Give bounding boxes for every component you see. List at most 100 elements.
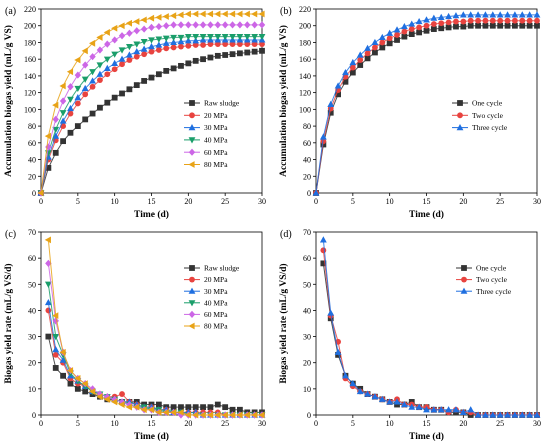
legend-marker [457,100,463,106]
data-point [118,47,126,54]
y-tick-label: 0 [32,411,36,420]
data-point [170,408,177,416]
data-point [104,99,111,106]
y-tick-label: 20 [28,359,36,368]
data-point [445,12,452,20]
y-tick-label: 120 [299,89,311,98]
y-tick-label: 200 [299,22,311,31]
series-line [47,310,262,416]
legend-marker [188,161,195,168]
legend: Raw sludge 20 MPa 30 MPa 40 MPa 60 MPa 80 MPa [184,264,240,331]
data-point [192,21,199,29]
data-point [236,10,243,18]
data-point [185,21,192,29]
data-point [214,52,221,59]
data-point [148,37,155,44]
series-line [47,263,262,416]
data-point [148,23,155,31]
data-point [482,17,489,24]
series-60-mpa [37,21,266,197]
data-point [372,49,378,56]
data-point [155,36,163,43]
data-point [237,406,243,413]
data-point [192,404,199,411]
data-point [258,34,266,41]
y-tick-label: 220 [24,5,36,14]
series-one-cycle [320,260,540,418]
data-point [482,11,489,18]
data-point [74,100,81,107]
data-point [379,44,386,51]
data-point [334,82,342,89]
data-point [119,61,125,68]
data-point [52,351,59,358]
data-point [460,23,467,30]
data-point [386,40,393,47]
data-point [155,71,162,78]
x-tick-label: 25 [496,419,504,428]
data-point [59,110,67,117]
data-point [111,94,118,101]
data-point [394,37,400,43]
legend-label: Two cycle [472,111,504,120]
x-axis-title: Time (d) [134,431,169,442]
data-point [192,411,199,419]
data-point [229,406,236,413]
data-point [386,29,394,36]
data-point [140,406,147,414]
data-point [133,403,140,411]
series-30-mpa [44,298,266,418]
data-point [147,406,155,414]
legend-label: Two cycle [476,275,508,284]
series-line [40,50,263,194]
data-point [236,34,244,41]
data-point [97,77,103,83]
data-point [430,21,437,27]
data-point [393,398,401,405]
data-point [60,372,66,379]
data-point [334,348,342,355]
y-tick-label: 60 [303,254,311,263]
legend-marker [456,124,464,131]
data-point [497,17,504,24]
legend-label: One cycle [476,264,507,273]
data-point [251,21,258,29]
data-point [155,47,162,53]
data-point [214,21,221,29]
data-point [67,110,74,117]
x-tick-label: 0 [314,419,318,428]
legend-marker [188,124,196,131]
x-tick-label: 10 [111,419,119,428]
data-point [364,50,371,57]
data-point [206,10,214,18]
data-point [222,404,229,411]
data-point [133,82,140,89]
data-point [320,138,327,145]
data-point [44,236,51,244]
data-point [177,34,185,42]
legend-label: 80 MPa [204,160,228,169]
legend-marker [188,310,196,318]
y-tick-label: 50 [303,280,311,289]
data-point [319,133,327,140]
data-point [496,411,504,418]
data-point [96,46,104,54]
data-point [199,10,206,18]
data-point [89,83,96,90]
data-point [52,149,59,156]
data-point [67,380,74,387]
data-point [89,110,96,117]
data-point [534,22,540,29]
data-point [133,18,140,25]
data-point [199,411,206,419]
chart-panel-a: 0 5 10 15 20 25 30 0 20 40 60 80 100 120 140 160 180 200 2… [3,5,266,220]
y-tick-label: 80 [28,122,36,131]
y-tick-label: 100 [299,105,311,114]
data-point [45,259,52,267]
data-point [222,52,229,58]
data-point [103,56,111,63]
data-point [118,32,126,40]
data-point [200,404,206,411]
data-point [423,27,430,34]
data-point [67,129,74,136]
